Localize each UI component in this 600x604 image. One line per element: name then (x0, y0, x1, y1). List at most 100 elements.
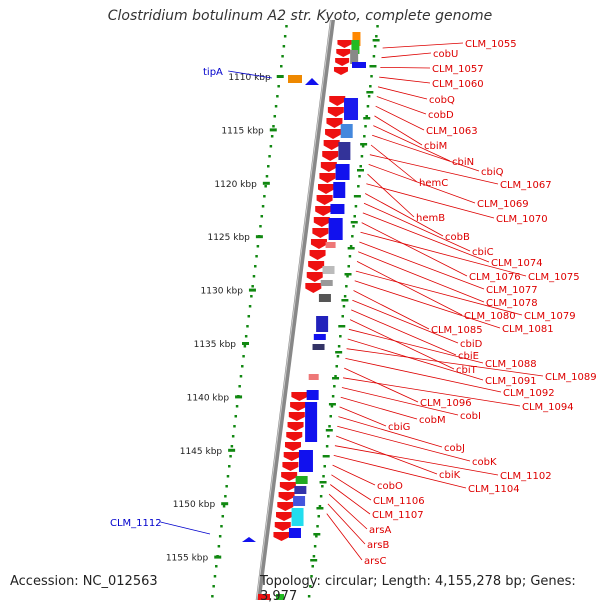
ring-dot (251, 285, 254, 288)
ring-tick (357, 169, 364, 172)
gene-label[interactable]: cobQ (429, 95, 455, 106)
gene-label[interactable]: CLM_1074 (491, 258, 543, 269)
gene-label[interactable]: hemC (419, 178, 448, 189)
gene-label[interactable]: CLM_1102 (500, 471, 552, 482)
gene-label[interactable]: CLM_1070 (496, 214, 548, 225)
map-title: Clostridium botulinum A2 str. Kyoto, com… (107, 8, 493, 24)
ring-dot (235, 405, 239, 408)
ring-dot (282, 45, 286, 48)
gene-label[interactable]: cbiG (388, 422, 410, 433)
gene-label[interactable]: cobB (445, 232, 470, 243)
gene-arrow-red (315, 206, 332, 216)
gene-label[interactable]: CLM_1112 (110, 518, 162, 529)
ring-tick (369, 65, 377, 68)
ring-dot (244, 335, 248, 338)
ring-dot (354, 205, 358, 208)
scale-tick-label: 1150 kbp (173, 500, 216, 510)
gene-label[interactable]: CLM_1092 (503, 388, 555, 399)
gene-label[interactable]: arsC (364, 556, 386, 567)
ring-dot (267, 165, 270, 168)
gene-label[interactable]: CLM_1088 (485, 359, 537, 370)
gene-label[interactable]: cobI (460, 411, 481, 422)
gene-label[interactable]: arsA (369, 525, 391, 536)
gene-label[interactable]: cobO (377, 481, 403, 492)
gene-label[interactable]: CLM_1069 (477, 199, 529, 210)
gene-label[interactable]: cbiN (452, 157, 474, 168)
ring-dot (353, 215, 356, 218)
gene-label[interactable]: CLM_1094 (522, 402, 574, 413)
ring-tick (319, 481, 327, 484)
gene-label[interactable]: cobK (472, 457, 497, 468)
gene-label[interactable]: CLM_1106 (373, 496, 425, 507)
ring-dot (269, 145, 273, 148)
gene-label[interactable]: CLM_1067 (500, 180, 552, 191)
gene-label[interactable]: CLM_1063 (426, 126, 478, 137)
ring-dot (372, 55, 376, 58)
gene-label[interactable]: CLM_1104 (468, 484, 520, 495)
ring-dot (256, 245, 260, 248)
gene-label[interactable]: cbiT (456, 365, 478, 376)
ring-dot (283, 35, 287, 38)
ring-dot (315, 535, 318, 538)
leader-line (354, 280, 501, 329)
gene-label[interactable]: arsB (367, 540, 389, 551)
gene-label[interactable]: CLM_1057 (432, 64, 484, 75)
gene-label[interactable]: CLM_1089 (545, 372, 597, 383)
ring-dot (370, 75, 373, 78)
gene-label[interactable]: cobM (419, 415, 446, 426)
gene-label[interactable]: cobD (428, 110, 454, 121)
gene-arrow-red (273, 532, 290, 541)
ring-dot (321, 485, 324, 488)
gene-label[interactable]: CLM_1055 (465, 39, 517, 50)
ring-dot (230, 445, 234, 448)
leader-line (160, 521, 211, 535)
gene-label[interactable]: CLM_1079 (524, 311, 576, 322)
gene-label[interactable]: cbiD (460, 339, 483, 350)
gene-label[interactable]: cbiK (439, 470, 461, 481)
gene-label[interactable]: CLM_1076 (469, 272, 521, 283)
leader-line (356, 261, 463, 316)
gene-block (308, 374, 319, 380)
gene-label[interactable]: cbiQ (481, 167, 504, 178)
gene-labels[interactable]: tipA CLM_1112 CLM_1055 cobU CLM_1057 CLM_1060… (110, 39, 597, 567)
gene-block (328, 218, 343, 240)
leader-line (361, 222, 468, 277)
gene-label[interactable]: CLM_1060 (432, 79, 484, 90)
gene-label[interactable]: cobU (433, 49, 458, 60)
gene-arrow-red (325, 129, 342, 139)
ring-dot (361, 145, 365, 148)
gene-label[interactable]: CLM_1091 (485, 376, 537, 387)
leader-line (351, 309, 457, 356)
ring-dot (341, 315, 344, 318)
gene-label[interactable]: CLM_1080 (464, 311, 516, 322)
gene-label[interactable]: CLM_1107 (372, 510, 424, 521)
gene-label[interactable]: CLM_1075 (528, 272, 580, 283)
gene-arrow-red (277, 502, 294, 511)
ring-dot (246, 325, 249, 328)
ring-tick (335, 351, 343, 354)
gene-arrow-red (279, 482, 296, 491)
gene-label[interactable]: cbiC (472, 247, 494, 258)
leader-line (340, 396, 418, 420)
ring-dot (218, 535, 222, 538)
gene-label[interactable]: hemB (416, 213, 445, 224)
gene-label[interactable]: CLM_1078 (486, 298, 538, 309)
gene-arrow-red (287, 422, 304, 431)
gene-label[interactable]: cbiM (424, 141, 447, 152)
ring-dot (375, 35, 378, 38)
ring-dot (364, 125, 367, 128)
gene-label[interactable]: CLM_1081 (502, 324, 554, 335)
leader-line (363, 202, 471, 252)
gene-label[interactable]: cbiE (458, 351, 479, 362)
gene-label[interactable]: CLM_1077 (486, 285, 538, 296)
gene-label[interactable]: CLM_1096 (420, 398, 472, 409)
gene-arrow-red (274, 522, 291, 531)
ring-dot (270, 135, 274, 138)
gene-label[interactable]: CLM_1085 (431, 325, 483, 336)
leader-line (345, 358, 502, 393)
gene-label[interactable]: tipA (203, 67, 223, 78)
gene-label[interactable]: cobJ (444, 443, 465, 454)
gene-arrow-red (322, 151, 339, 161)
scale-tick (276, 75, 284, 78)
gene-features (242, 32, 366, 600)
